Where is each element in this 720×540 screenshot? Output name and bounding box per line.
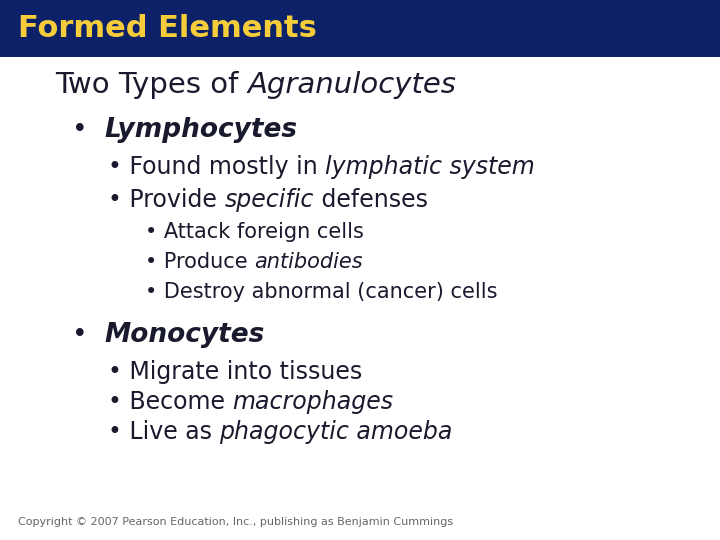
Text: • Become: • Become bbox=[108, 390, 233, 414]
Text: • Produce: • Produce bbox=[145, 252, 254, 272]
Text: lymphatic system: lymphatic system bbox=[325, 155, 535, 179]
Text: Formed Elements: Formed Elements bbox=[18, 14, 317, 43]
Text: • Migrate into tissues: • Migrate into tissues bbox=[108, 360, 362, 384]
Text: specific: specific bbox=[225, 188, 314, 212]
Text: antibodies: antibodies bbox=[254, 252, 363, 272]
Text: • Attack foreign cells: • Attack foreign cells bbox=[145, 222, 364, 242]
Text: • Provide: • Provide bbox=[108, 188, 225, 212]
Text: • Live as: • Live as bbox=[108, 420, 220, 444]
Text: Agranulocytes: Agranulocytes bbox=[248, 71, 456, 99]
Text: Lymphocytes: Lymphocytes bbox=[104, 117, 297, 143]
Text: • Found mostly in: • Found mostly in bbox=[108, 155, 325, 179]
Text: defenses: defenses bbox=[314, 188, 428, 212]
Text: Copyright © 2007 Pearson Education, Inc., publishing as Benjamin Cummings: Copyright © 2007 Pearson Education, Inc.… bbox=[18, 517, 453, 527]
Text: Monocytes: Monocytes bbox=[104, 322, 265, 348]
Text: •: • bbox=[72, 117, 104, 143]
Text: macrophages: macrophages bbox=[233, 390, 394, 414]
Text: • Destroy abnormal (cancer) cells: • Destroy abnormal (cancer) cells bbox=[145, 282, 498, 302]
Text: Two Types of: Two Types of bbox=[55, 71, 248, 99]
Bar bbox=[0, 0, 720, 57]
Text: •: • bbox=[72, 322, 104, 348]
Text: phagocytic amoeba: phagocytic amoeba bbox=[220, 420, 453, 444]
